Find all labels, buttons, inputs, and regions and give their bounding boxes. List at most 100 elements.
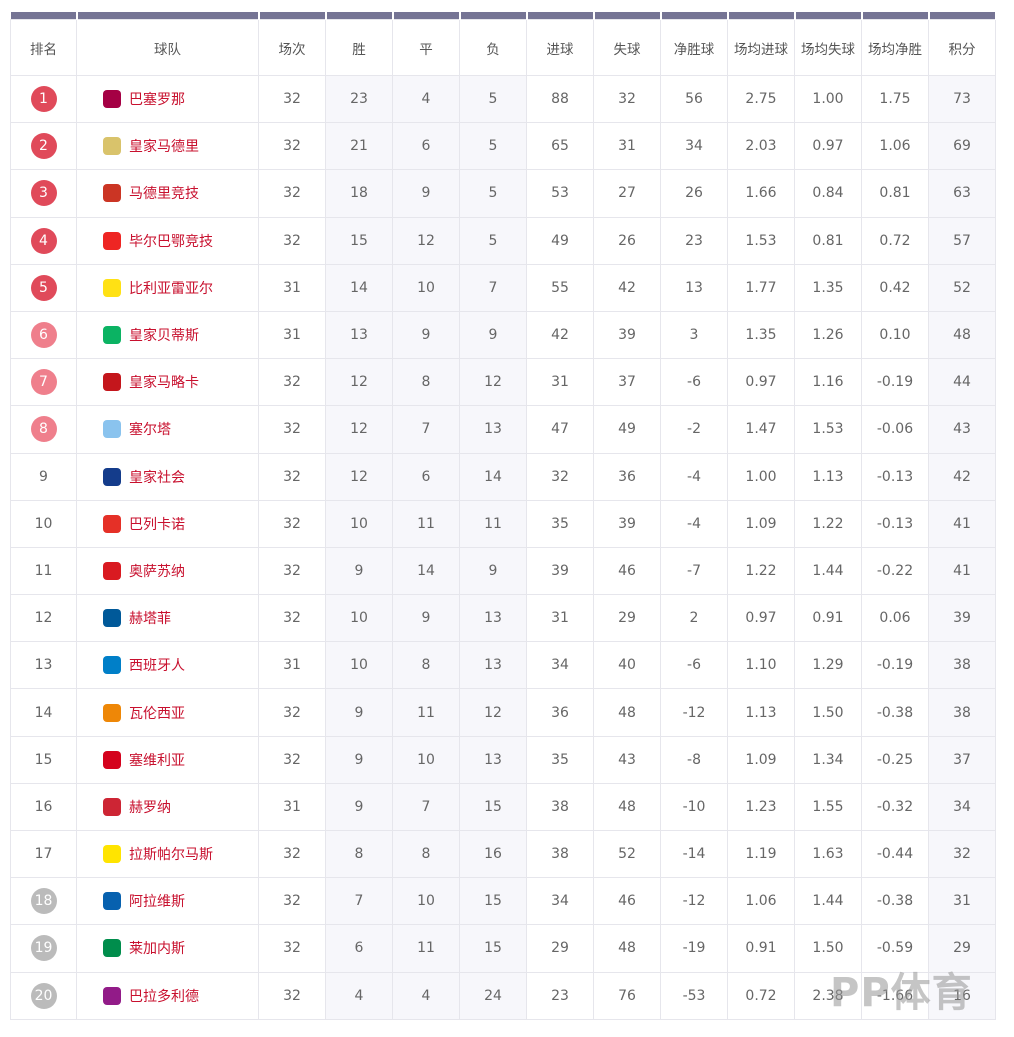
- team-link[interactable]: 莱加内斯: [77, 938, 258, 958]
- column-header[interactable]: 场均失球: [794, 19, 862, 76]
- stat-7: 46: [593, 546, 661, 596]
- stat-10: 0.84: [794, 169, 862, 218]
- stat-11: -0.59: [861, 924, 929, 973]
- header-bar-segment: [258, 12, 327, 20]
- team-link[interactable]: 马德里竞技: [77, 183, 258, 203]
- team-cell: 皇家马德里: [76, 122, 259, 171]
- column-header[interactable]: 失球: [593, 19, 661, 76]
- rank-cell: 16: [10, 782, 77, 832]
- team-link[interactable]: 毕尔巴鄂竞技: [77, 231, 258, 251]
- stat-4: 7: [392, 405, 460, 454]
- stat-5: 9: [459, 546, 527, 596]
- column-header[interactable]: 场均进球: [727, 19, 795, 76]
- column-header[interactable]: 净胜球: [660, 19, 728, 76]
- team-link[interactable]: 赫塔菲: [77, 608, 258, 628]
- column-header[interactable]: 进球: [526, 19, 594, 76]
- team-link[interactable]: 皇家马略卡: [77, 372, 258, 392]
- stat-2: 32: [258, 169, 326, 218]
- stat-4: 4: [392, 74, 460, 124]
- stat-10: 1.34: [794, 735, 862, 784]
- team-link[interactable]: 巴列卡诺: [77, 514, 258, 534]
- team-name: 皇家社会: [129, 469, 185, 486]
- team-name: 西班牙人: [129, 658, 185, 675]
- stat-7: 36: [593, 452, 661, 501]
- stat-4: 6: [392, 122, 460, 171]
- column-header[interactable]: 负: [459, 19, 527, 76]
- team-link[interactable]: 皇家马德里: [77, 136, 258, 156]
- column-header[interactable]: 胜: [325, 19, 393, 76]
- column-header[interactable]: 场次: [258, 19, 326, 76]
- team-link[interactable]: 巴拉多利德: [77, 986, 258, 1006]
- team-link[interactable]: 皇家贝蒂斯: [77, 325, 258, 345]
- rank-cell: 4: [10, 216, 77, 265]
- team-link[interactable]: 巴塞罗那: [77, 89, 258, 109]
- stat-3: 12: [325, 452, 393, 501]
- stat-10: 1.44: [794, 546, 862, 596]
- stat-2: 32: [258, 924, 326, 973]
- team-link[interactable]: 西班牙人: [77, 655, 258, 675]
- stat-6: 88: [526, 74, 594, 124]
- team-crest-icon: [103, 845, 121, 864]
- stat-10: 1.13: [794, 452, 862, 501]
- watermark-logo: PP体育: [830, 970, 973, 1016]
- stat-10: 1.53: [794, 405, 862, 454]
- team-link[interactable]: 塞维利亚: [77, 750, 258, 770]
- stat-7: 49: [593, 405, 661, 454]
- stat-3: 6: [325, 924, 393, 973]
- team-crest-icon: [103, 231, 121, 250]
- team-name: 皇家马略卡: [129, 375, 199, 392]
- stat-2: 32: [258, 74, 326, 124]
- team-crest-icon: [103, 514, 121, 533]
- column-header[interactable]: 平: [392, 19, 460, 76]
- team-link[interactable]: 瓦伦西亚: [77, 703, 258, 723]
- rank-cell: 13: [10, 641, 77, 690]
- team-link[interactable]: 拉斯帕尔马斯: [77, 844, 258, 864]
- stat-2: 31: [258, 641, 326, 690]
- column-header[interactable]: 排名: [10, 19, 77, 76]
- stat-8: -6: [660, 358, 728, 407]
- table-row: 6 皇家贝蒂斯 31 13 9 9 42 39 3 1.35 1.26 0.10 48: [10, 310, 996, 360]
- stat-2: 32: [258, 122, 326, 171]
- stat-4: 4: [392, 971, 460, 1020]
- rank-cell: 7: [10, 358, 77, 407]
- team-cell: 巴拉多利德: [76, 971, 259, 1020]
- stat-12: 69: [928, 122, 996, 171]
- team-link[interactable]: 奥萨苏纳: [77, 561, 258, 581]
- stat-6: 23: [526, 971, 594, 1020]
- stat-8: 2: [660, 594, 728, 643]
- header-bar-segment: [526, 12, 595, 20]
- team-cell: 莱加内斯: [76, 924, 259, 973]
- team-link[interactable]: 皇家社会: [77, 467, 258, 487]
- stat-8: -53: [660, 971, 728, 1020]
- stat-9: 0.97: [727, 594, 795, 643]
- stat-9: 1.66: [727, 169, 795, 218]
- stat-2: 32: [258, 216, 326, 265]
- stat-8: -6: [660, 641, 728, 690]
- table-row: 3 马德里竞技 32 18 9 5 53 27 26 1.66 0.84 0.81 63: [10, 169, 996, 218]
- column-header[interactable]: 积分: [928, 19, 996, 76]
- header-bar-segment: [10, 12, 78, 20]
- team-cell: 皇家社会: [76, 452, 259, 501]
- stat-11: -0.19: [861, 358, 929, 407]
- team-crest-icon: [103, 184, 121, 203]
- stat-11: 0.10: [861, 310, 929, 360]
- stat-9: 1.77: [727, 263, 795, 312]
- column-header[interactable]: 场均净胜: [861, 19, 929, 76]
- stat-9: 1.09: [727, 735, 795, 784]
- stat-3: 12: [325, 358, 393, 407]
- stat-4: 10: [392, 263, 460, 312]
- team-link[interactable]: 赫罗纳: [77, 797, 258, 817]
- stat-5: 11: [459, 499, 527, 548]
- stat-4: 8: [392, 641, 460, 690]
- stat-11: -0.13: [861, 499, 929, 548]
- team-crest-icon: [103, 561, 121, 580]
- rank-cell: 8: [10, 405, 77, 454]
- team-link[interactable]: 比利亚雷亚尔: [77, 278, 258, 298]
- team-link[interactable]: 阿拉维斯: [77, 891, 258, 911]
- team-link[interactable]: 塞尔塔: [77, 419, 258, 439]
- column-header[interactable]: 球队: [76, 19, 259, 76]
- stat-7: 48: [593, 924, 661, 973]
- stat-5: 13: [459, 405, 527, 454]
- stat-3: 13: [325, 310, 393, 360]
- table-row: 20 巴拉多利德 32 4 4 24 23 76 -53 0.72 2.38 -1.66 16: [10, 971, 996, 1020]
